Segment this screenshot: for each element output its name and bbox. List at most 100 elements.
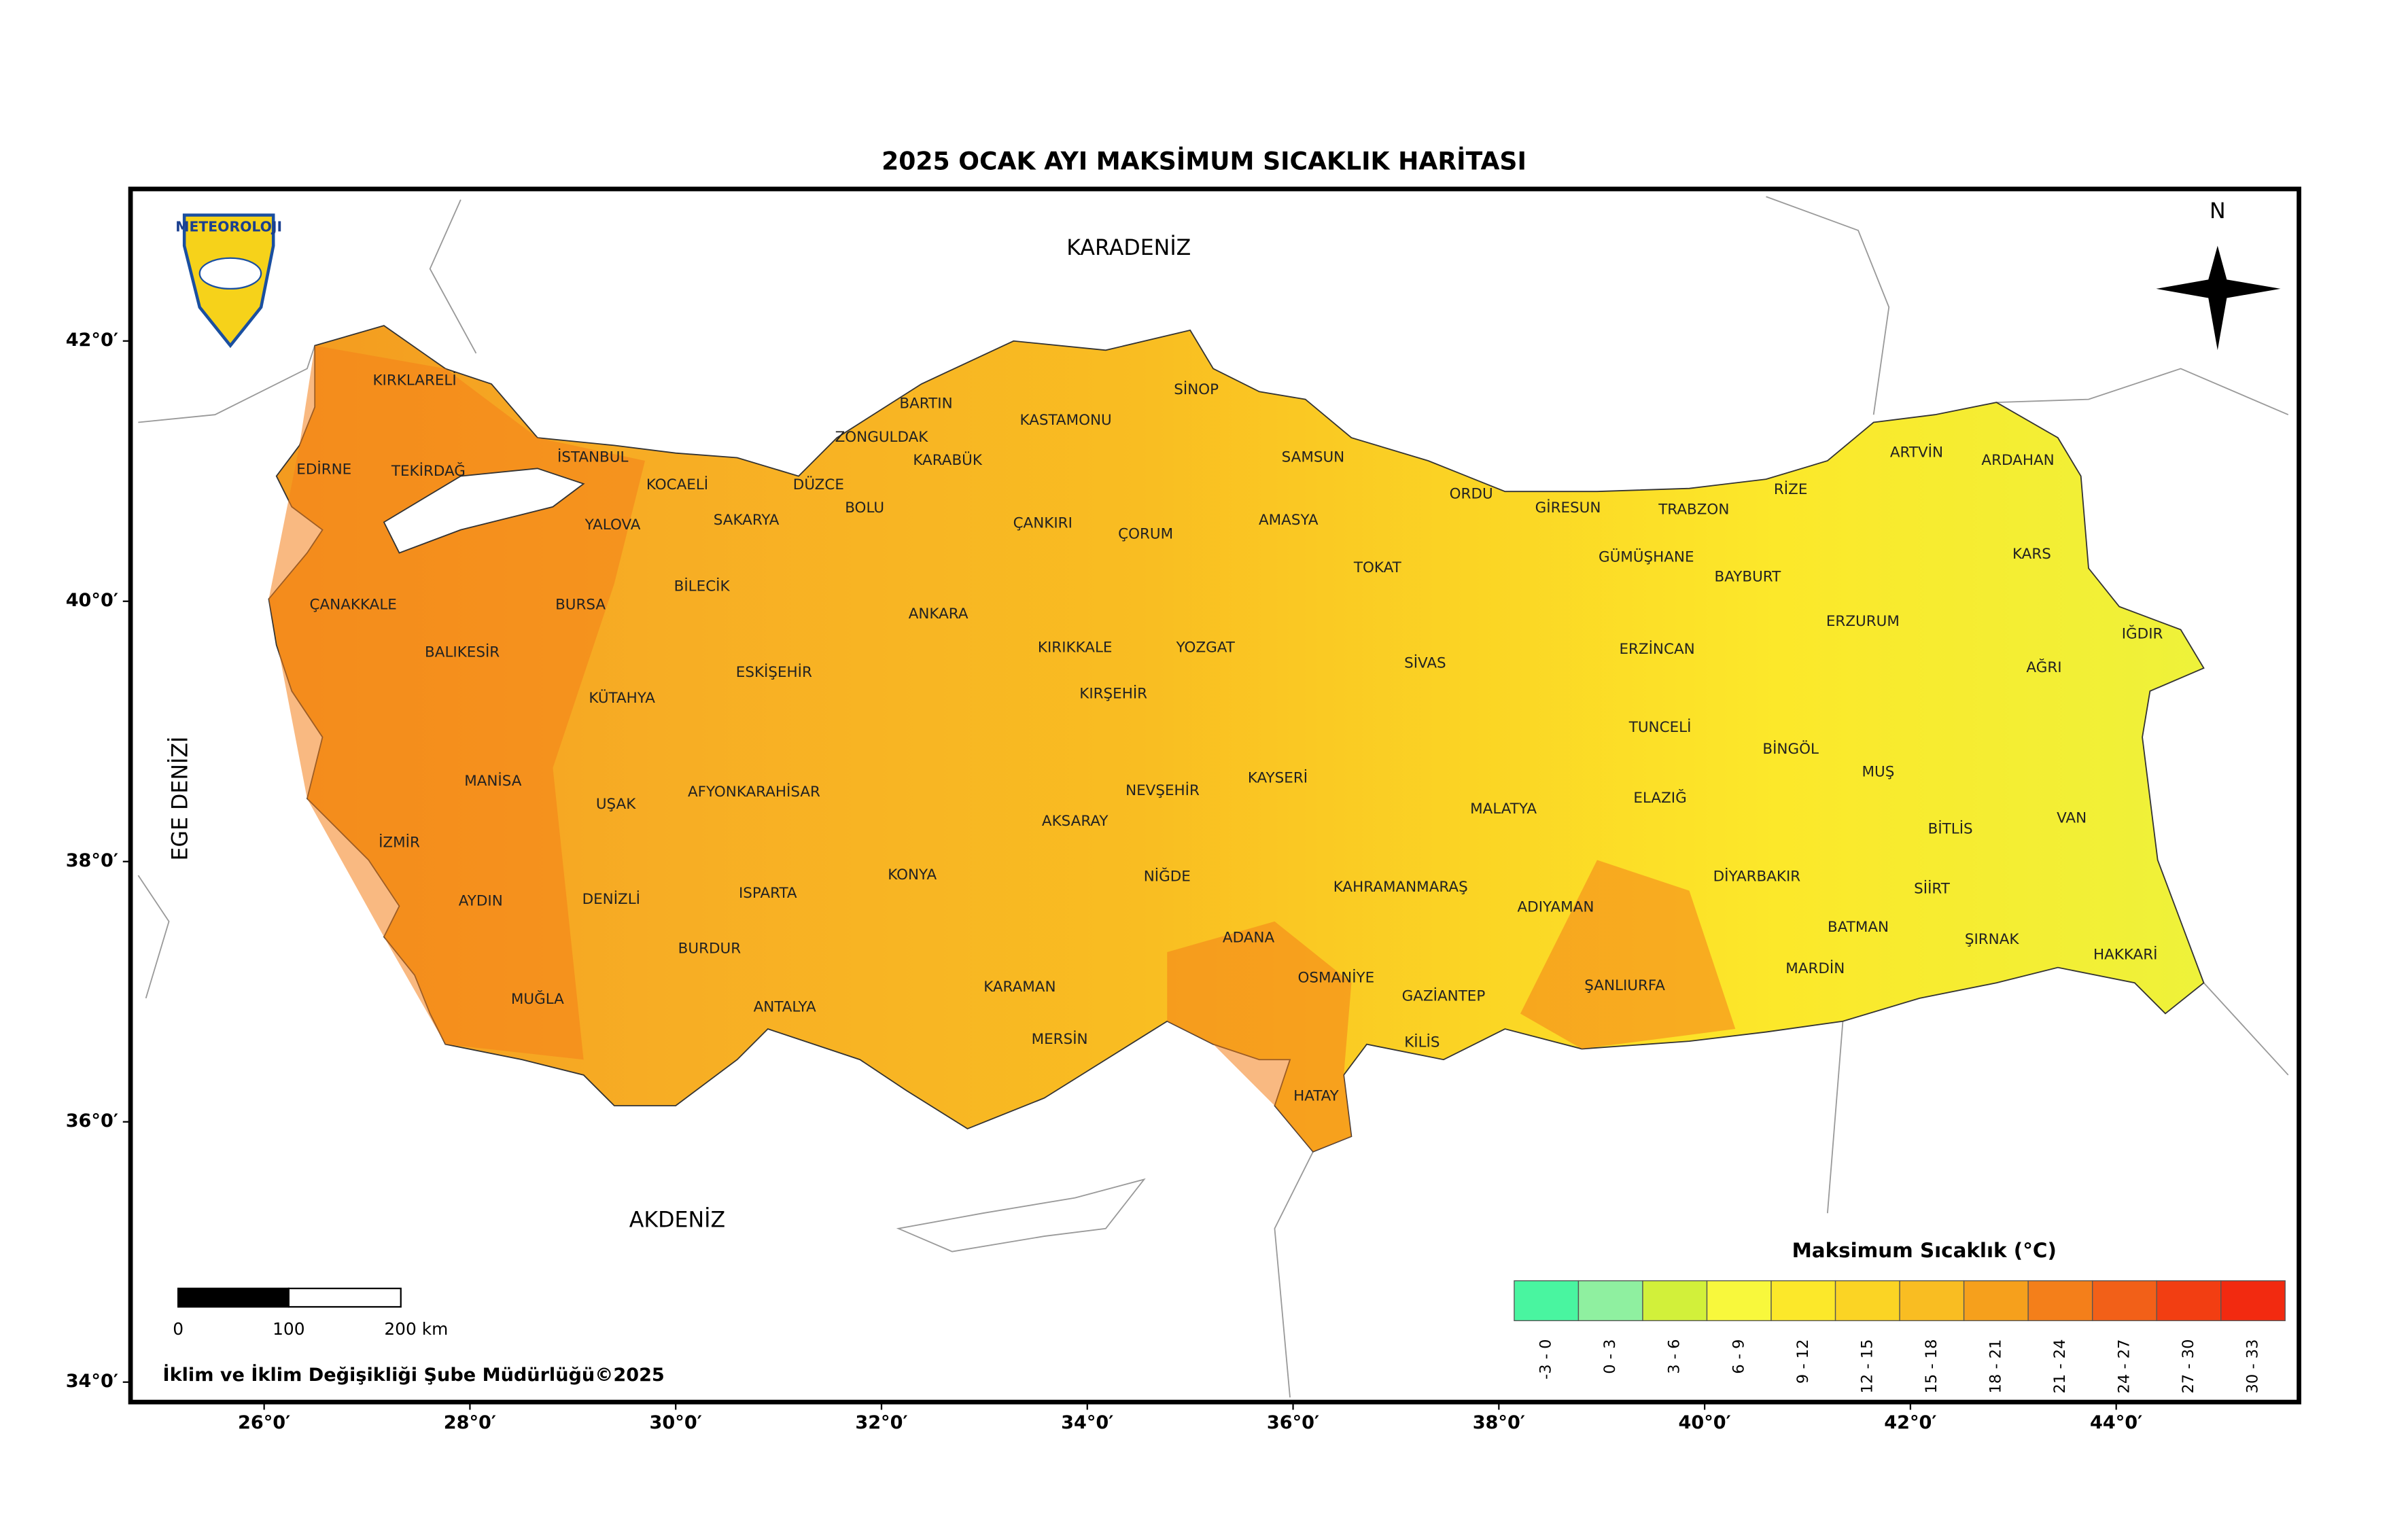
province-label: YOZGAT (1176, 639, 1236, 656)
province-label: GÜMÜŞHANE (1599, 548, 1694, 565)
legend-swatch (1770, 1280, 1836, 1322)
province-label: DENİZLİ (582, 890, 640, 908)
province-label: ADANA (1223, 930, 1275, 947)
province-label: SİİRT (1914, 879, 1951, 897)
province-label: ÇANKIRI (1013, 515, 1072, 532)
province-label: TEKİRDAĞ (391, 462, 466, 480)
province-label: ISPARTA (739, 885, 797, 902)
province-label: ARDAHAN (1981, 452, 2054, 469)
province-label: BURSA (555, 596, 606, 613)
sea-label: KARADENİZ (1066, 234, 1191, 260)
province-label: BİTLİS (1928, 820, 1973, 837)
province-label: KASTAMONU (1020, 412, 1112, 429)
map-title: 2025 OCAK AYI MAKSİMUM SICAKLIK HARİTASI (882, 147, 1526, 176)
sea-label: AKDENİZ (629, 1206, 725, 1232)
province-label: KONYA (888, 866, 937, 883)
scale-label: 200 km (384, 1319, 448, 1339)
province-label: AĞRI (2026, 659, 2061, 676)
province-label: KIRKLARELİ (372, 371, 456, 389)
province-label: ELAZIĞ (1633, 789, 1686, 807)
credit: İklim ve İklim Değişikliği Şube Müdürlüğ… (163, 1364, 665, 1386)
province-label: ARTVİN (1890, 444, 1943, 461)
province-label: BALIKESİR (425, 643, 500, 661)
province-label: HATAY (1293, 1087, 1340, 1104)
province-label: HAKKARİ (2093, 946, 2157, 964)
province-label: RİZE (1774, 480, 1808, 498)
legend-label: 15 - 18 (1923, 1339, 1940, 1393)
lon-label: 34°0′ (1061, 1412, 1113, 1433)
province-label: ESKİŞEHİR (736, 663, 812, 681)
province-label: SAKARYA (714, 512, 780, 529)
province-label: ŞIRNAK (1965, 931, 2020, 948)
province-label: MARDİN (1785, 960, 1845, 977)
legend-label: 9 - 12 (1794, 1339, 1812, 1384)
province-label: ERZURUM (1826, 613, 1900, 630)
lat-label: 36°0′ (66, 1110, 118, 1132)
province-label: BİLECİK (674, 577, 731, 595)
province-label: BATMAN (1828, 919, 1889, 936)
logo-cloud (198, 257, 262, 290)
scale-label: 100 (273, 1319, 304, 1339)
lon-label: 36°0′ (1267, 1412, 1319, 1433)
legend-label: 6 - 9 (1730, 1339, 1747, 1373)
province-label: BOLU (845, 499, 884, 516)
province-label: SİNOP (1174, 381, 1219, 398)
legend-swatch (2091, 1280, 2157, 1322)
legend-label: 27 - 30 (2180, 1339, 2197, 1393)
province-label: MUĞLA (511, 990, 564, 1008)
legend-label: -3 - 0 (1537, 1339, 1555, 1379)
lon-label: 44°0′ (2090, 1412, 2142, 1433)
province-label: ORDU (1450, 486, 1493, 503)
province-label: SAMSUN (1282, 449, 1345, 466)
province-label: ÇORUM (1118, 525, 1173, 542)
province-label: AKSARAY (1042, 813, 1109, 830)
province-label: ZONGULDAK (835, 429, 929, 446)
province-label: KÜTAHYA (589, 689, 655, 707)
legend-label: 12 - 15 (1858, 1339, 1876, 1393)
lon-label: 28°0′ (444, 1412, 496, 1433)
lon-label: 42°0′ (1884, 1412, 1936, 1433)
legend-swatch (2220, 1280, 2286, 1322)
lat-label: 42°0′ (66, 330, 118, 351)
province-label: TOKAT (1353, 559, 1402, 576)
lat-label: 38°0′ (66, 850, 118, 871)
province-label: DÜZCE (793, 476, 844, 493)
lon-label: 40°0′ (1678, 1412, 1730, 1433)
province-label: KOCAELİ (646, 476, 708, 493)
legend-label: 21 - 24 (2051, 1339, 2069, 1393)
legend-swatch (2156, 1280, 2222, 1322)
province-label: NEVŞEHİR (1126, 782, 1200, 799)
province-label: TUNCELİ (1628, 718, 1692, 736)
province-label: KİLİS (1404, 1033, 1439, 1051)
legend-label: 18 - 21 (1987, 1339, 2004, 1393)
lat-label: 40°0′ (66, 590, 118, 611)
province-label: SİVAS (1404, 654, 1446, 671)
province-label: İZMİR (379, 834, 420, 852)
province-label: BAYBURT (1715, 569, 1782, 586)
legend-swatch (1642, 1280, 1708, 1322)
province-label: İSTANBUL (557, 448, 629, 466)
province-label: OSMANİYE (1297, 968, 1374, 986)
province-label: KARABÜK (913, 451, 982, 469)
province-label: ANKARA (909, 606, 969, 623)
province-label: VAN (2057, 809, 2087, 826)
province-label: KIRŞEHİR (1079, 684, 1147, 702)
province-label: BİNGÖL (1762, 740, 1819, 758)
province-label: BARTIN (899, 395, 952, 412)
lon-label: 38°0′ (1473, 1412, 1525, 1433)
province-label: AYDIN (459, 892, 503, 909)
sea-label: EGE DENİZİ (167, 737, 193, 861)
legend-swatch (1834, 1280, 1900, 1322)
province-label: KIRIKKALE (1038, 639, 1113, 656)
lat-label: 34°0′ (66, 1371, 118, 1392)
province-label: MERSİN (1032, 1030, 1088, 1048)
province-label: NİĞDE (1144, 867, 1191, 885)
province-label: KARS (2012, 546, 2051, 563)
lon-label: 32°0′ (855, 1412, 907, 1433)
neighbor-borders (137, 196, 2289, 1398)
province-label: BURDUR (678, 941, 741, 958)
province-label: ANTALYA (754, 998, 816, 1015)
scale-bar (177, 1287, 290, 1308)
